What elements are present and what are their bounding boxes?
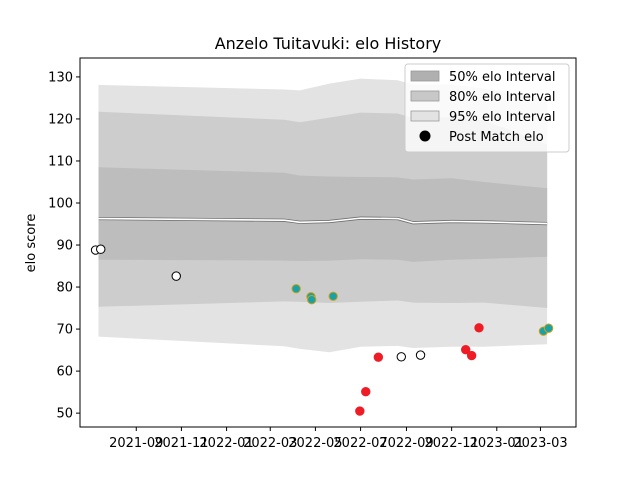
- post-match-point: [355, 406, 365, 416]
- median-line-center: [98, 217, 548, 225]
- band-50: [98, 167, 548, 262]
- legend-label: Post Match elo: [449, 130, 544, 145]
- legend-label: 95% elo Interval: [449, 110, 556, 125]
- y-tick-label: 120: [48, 112, 73, 127]
- plot-frame: [79, 57, 577, 428]
- x-axis-ticks: 2021-092021-112022-012022-032022-052022-…: [109, 427, 568, 451]
- y-tick-label: 60: [56, 365, 73, 380]
- legend: 50% elo Interval 80% elo Interval 95% elo …: [404, 63, 570, 153]
- post-match-point: [307, 294, 317, 305]
- post-match-point: [373, 352, 384, 362]
- y-tick-label: 110: [48, 154, 73, 169]
- x-tick-label: 2021-11: [154, 436, 208, 451]
- y-tick-label: 80: [56, 281, 73, 296]
- x-tick-label: 2023-01: [470, 436, 524, 451]
- x-tick-label: 2022-07: [333, 436, 387, 451]
- y-tick-label: 100: [48, 196, 73, 211]
- y-tick-label: 90: [56, 239, 73, 254]
- x-tick-label: 2022-03: [243, 436, 297, 451]
- legend-label: 80% elo Interval: [449, 90, 556, 105]
- legend-swatch: [410, 110, 440, 122]
- chart-title: Anzelo Tuitavuki: elo History: [215, 34, 442, 53]
- x-tick-label: 2021-09: [109, 436, 163, 451]
- y-tick-label: 70: [56, 323, 73, 338]
- post-match-point: [396, 352, 406, 362]
- post-match-point: [291, 284, 301, 294]
- x-tick-label: 2023-03: [513, 436, 567, 451]
- y-axis-label: elo score: [24, 214, 39, 273]
- post-match-point: [466, 350, 477, 361]
- post-match-point: [171, 271, 181, 281]
- x-tick-label: 2022-01: [199, 436, 253, 451]
- legend-swatch: [410, 90, 440, 102]
- y-axis-ticks: 50 60 70 80 90 100 110 120 130: [48, 70, 80, 422]
- y-tick-label: 130: [48, 70, 73, 85]
- x-tick-label: 2022-11: [424, 436, 478, 451]
- x-tick-label: 2022-05: [288, 436, 342, 451]
- x-tick-label: 2022-09: [379, 436, 433, 451]
- legend-label: 50% elo Interval: [449, 70, 556, 85]
- post-match-points: [90, 244, 554, 416]
- post-match-point: [543, 323, 554, 333]
- legend-box: [404, 63, 570, 153]
- legend-swatch: [410, 70, 440, 82]
- post-match-point: [474, 323, 484, 333]
- post-match-point: [96, 244, 106, 254]
- legend-marker: [419, 130, 431, 142]
- y-tick-label: 50: [56, 407, 73, 422]
- post-match-point: [461, 344, 471, 355]
- post-match-point: [361, 387, 371, 397]
- median-line: [98, 216, 548, 226]
- post-match-point: [415, 350, 426, 360]
- post-match-point: [328, 291, 338, 301]
